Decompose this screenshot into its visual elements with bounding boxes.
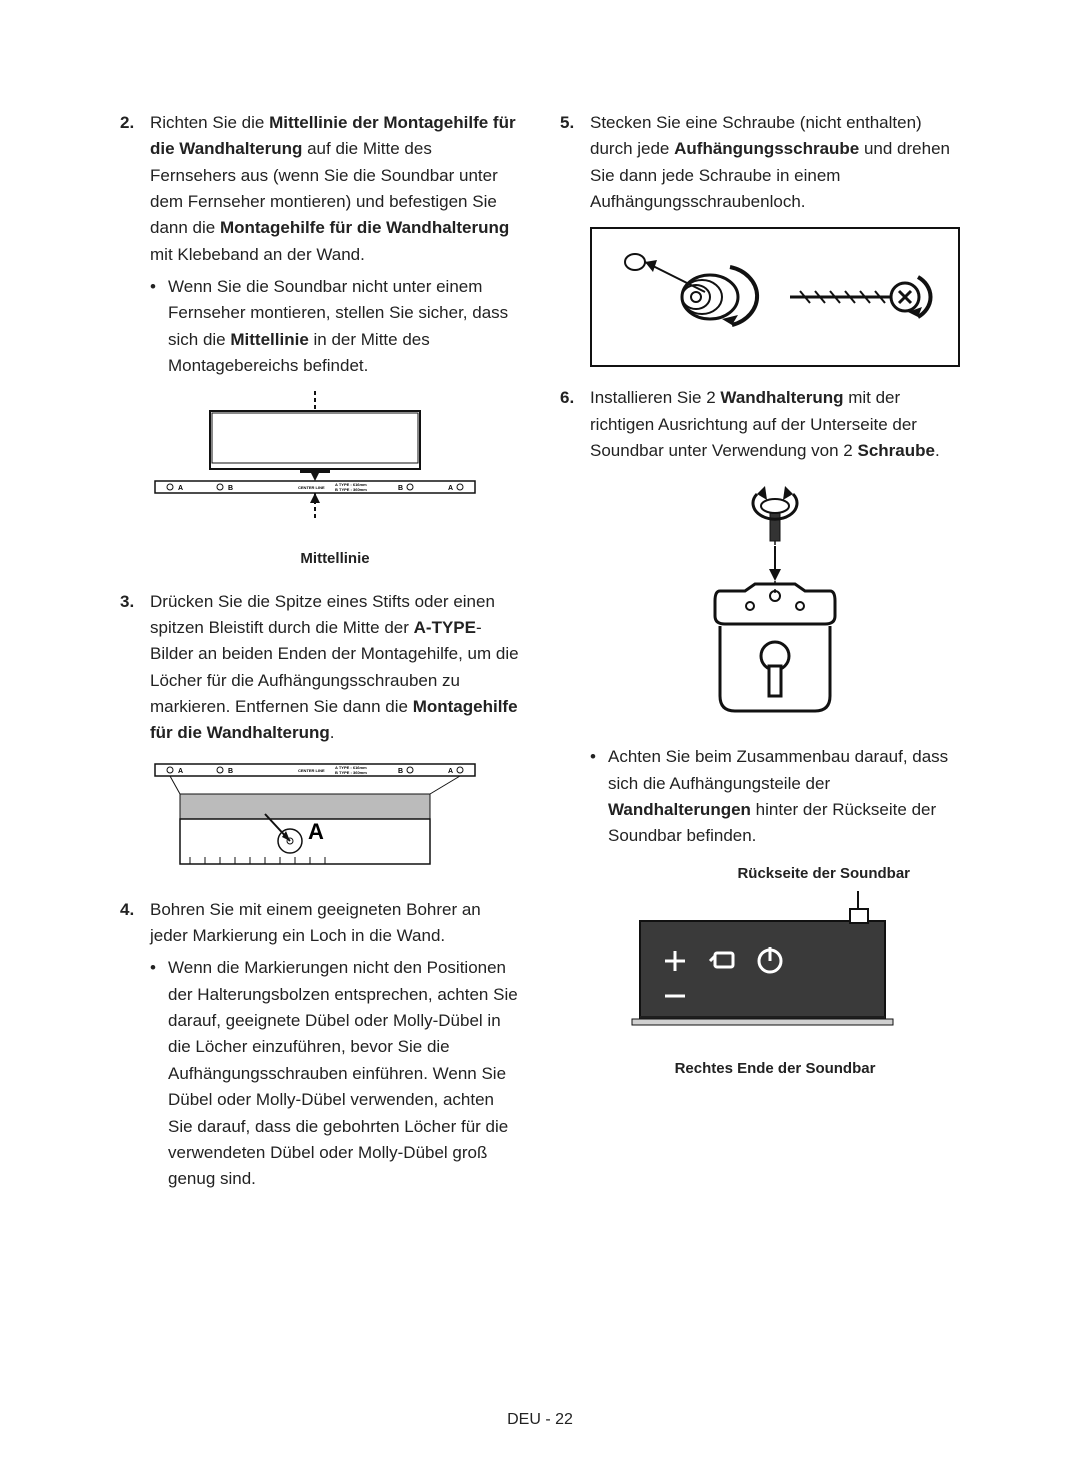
page-footer: DEU - 22 <box>120 1381 960 1429</box>
svg-text:A: A <box>178 485 183 492</box>
svg-text:A: A <box>448 768 453 775</box>
figure-caption-top: Rückseite der Soundbar <box>590 862 960 885</box>
svg-text:B: B <box>228 768 233 775</box>
svg-text:A: A <box>448 485 453 492</box>
step-text: Drücken Sie die Spitze eines Stifts oder… <box>150 592 519 743</box>
svg-text:CENTER LINE: CENTER LINE <box>298 768 325 773</box>
step-6: 6. Installieren Sie 2 Wandhalterung mit … <box>560 385 960 1080</box>
svg-text:A: A <box>178 768 183 775</box>
figure-caption-bottom: Rechtes Ende der Soundbar <box>590 1057 960 1080</box>
pencil-mark-diagram-icon: A B CENTER LINE A TYPE : 616mm B TYPE : … <box>150 759 480 879</box>
step-text: Richten Sie die Mittellinie der Montageh… <box>150 113 516 264</box>
figure-pencil-mark: A B CENTER LINE A TYPE : 616mm B TYPE : … <box>150 759 520 879</box>
soundbar-rear-diagram-icon <box>620 891 930 1051</box>
svg-text:B TYPE : 360mm: B TYPE : 360mm <box>335 770 367 775</box>
step-3: 3. Drücken Sie die Spitze eines Stifts o… <box>120 589 520 879</box>
figure-screw-anchor <box>590 227 960 367</box>
step-2-sub: Wenn Sie die Soundbar nicht unter einem … <box>168 274 520 379</box>
centerline-diagram-icon: A B CENTER LINE A TYPE : 616mm B TYPE : … <box>150 391 480 541</box>
left-column: 2. Richten Sie die Mittellinie der Monta… <box>120 110 520 1211</box>
step-5: 5. Stecken Sie eine Schraube (nicht enth… <box>560 110 960 367</box>
step-text: Installieren Sie 2 Wandhalterung mit der… <box>590 388 940 460</box>
screw-anchor-diagram-icon <box>590 227 960 367</box>
svg-text:B TYPE : 360mm: B TYPE : 360mm <box>335 487 367 492</box>
figure-bracket <box>590 476 960 726</box>
step-4: 4. Bohren Sie mit einem geeigneten Bohre… <box>120 897 520 1193</box>
bracket-diagram-icon <box>650 476 900 726</box>
svg-text:B: B <box>398 768 403 775</box>
step-2: 2. Richten Sie die Mittellinie der Monta… <box>120 110 520 571</box>
step-number: 5. <box>560 110 574 136</box>
marker-label: A <box>308 819 324 844</box>
svg-text:B: B <box>228 485 233 492</box>
step-4-sub: Wenn die Markierungen nicht den Position… <box>168 955 520 1192</box>
step-text: Bohren Sie mit einem geeigneten Bohrer a… <box>150 900 481 945</box>
figure-centerline: A B CENTER LINE A TYPE : 616mm B TYPE : … <box>150 391 520 570</box>
step-number: 6. <box>560 385 574 411</box>
figure-soundbar-rear: Rückseite der Soundbar <box>590 862 960 1081</box>
two-column-layout: 2. Richten Sie die Mittellinie der Monta… <box>120 110 960 1211</box>
svg-text:CENTER LINE: CENTER LINE <box>298 485 325 490</box>
step-6-sub: Achten Sie beim Zusammenbau darauf, dass… <box>608 744 960 849</box>
right-column: 5. Stecken Sie eine Schraube (nicht enth… <box>560 110 960 1211</box>
step-number: 3. <box>120 589 134 615</box>
manual-page: 2. Richten Sie die Mittellinie der Monta… <box>0 0 1080 1479</box>
step-number: 2. <box>120 110 134 136</box>
figure-caption: Mittellinie <box>150 547 520 570</box>
step-text: Stecken Sie eine Schraube (nicht enthalt… <box>590 113 950 211</box>
svg-text:B: B <box>398 485 403 492</box>
step-number: 4. <box>120 897 134 923</box>
